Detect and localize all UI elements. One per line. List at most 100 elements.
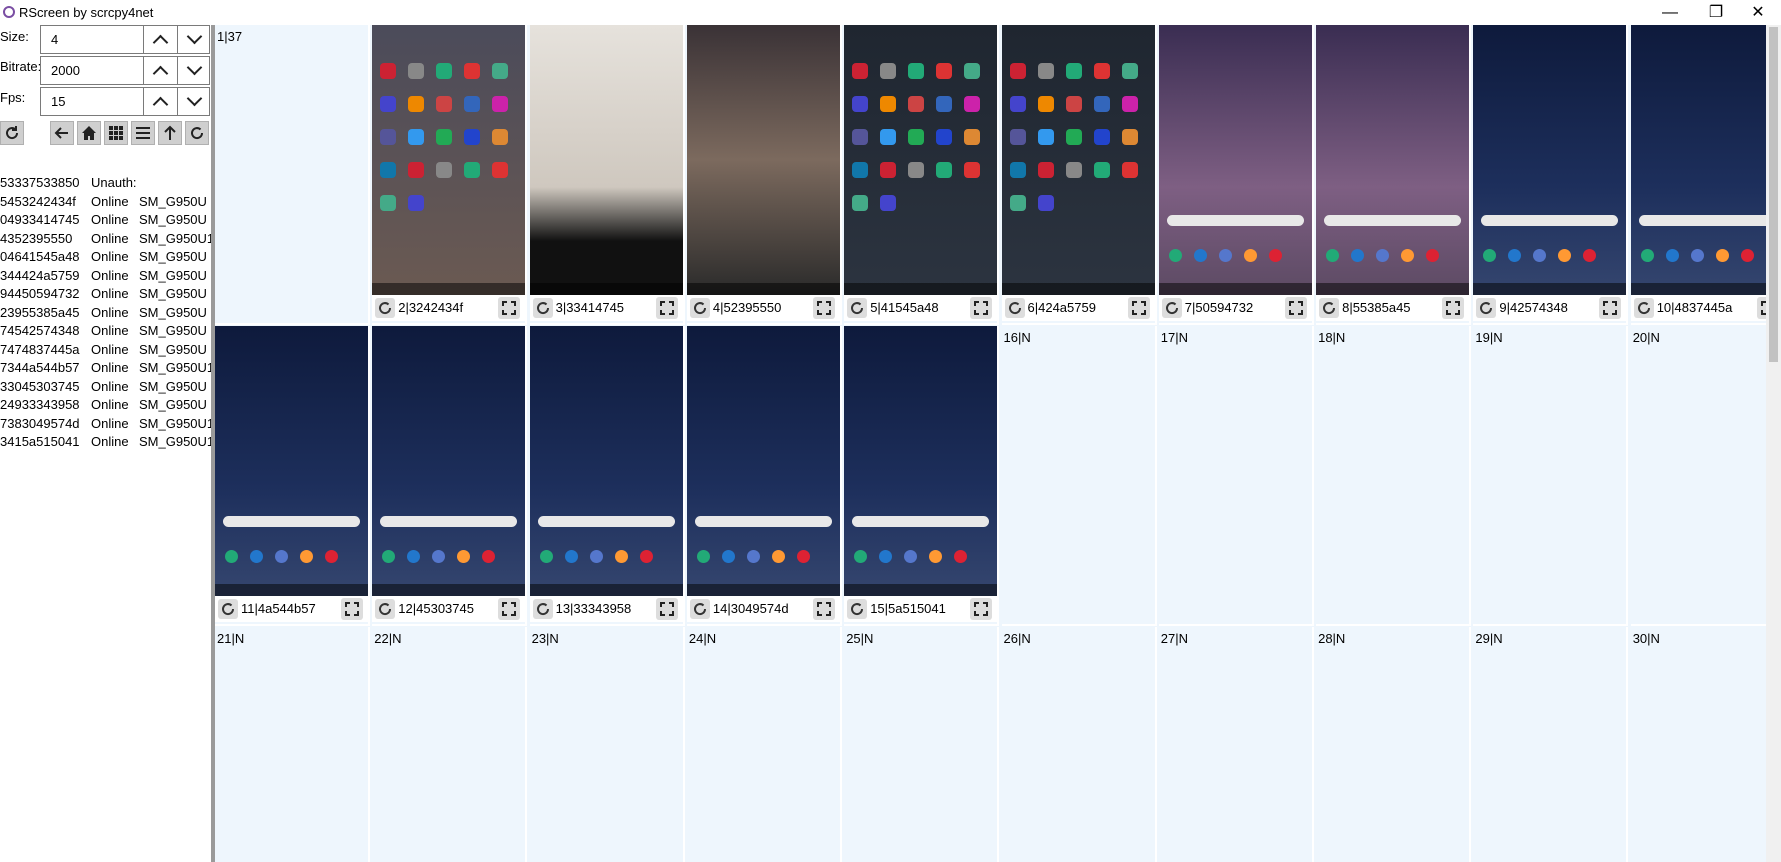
dock-app-icon[interactable] — [1351, 249, 1365, 262]
dock-app-icon[interactable] — [1326, 249, 1340, 262]
fullscreen-icon[interactable] — [341, 598, 363, 620]
device-cell[interactable]: 28|N — [1316, 627, 1472, 862]
bitrate-value[interactable]: 2000 — [51, 63, 80, 78]
rotate-icon[interactable] — [1004, 298, 1025, 318]
dock-app-icon[interactable] — [1268, 249, 1282, 262]
fullscreen-icon[interactable] — [812, 297, 835, 319]
app-icon[interactable] — [464, 96, 481, 112]
app-icon[interactable] — [964, 162, 981, 178]
app-icon[interactable] — [964, 129, 981, 145]
device-row[interactable]: 24933343958 Online SM_G950U — [0, 397, 211, 415]
app-icon[interactable] — [1037, 63, 1054, 79]
app-icon[interactable] — [880, 195, 897, 211]
search-bar[interactable] — [1638, 215, 1766, 226]
device-cell[interactable]: 22|N — [372, 627, 528, 862]
device-cell[interactable]: 7|50594732 — [1158, 25, 1314, 325]
app-icon[interactable] — [908, 129, 925, 145]
app-icon[interactable] — [852, 162, 869, 178]
fullscreen-icon[interactable] — [655, 297, 678, 319]
rotate-icon[interactable] — [1633, 298, 1654, 318]
dock-app-icon[interactable] — [1508, 249, 1522, 262]
rotate-icon[interactable] — [375, 599, 396, 619]
device-row[interactable]: 7383049574d Online SM_G950U1 — [0, 416, 211, 434]
dock-app-icon[interactable] — [1193, 249, 1207, 262]
device-cell[interactable]: 15|5a515041 — [844, 326, 1000, 626]
device-row[interactable]: 04933414745 Online SM_G950U — [0, 212, 211, 230]
app-icon[interactable] — [464, 63, 481, 79]
fps-down-button[interactable] — [177, 88, 211, 115]
rotate-icon[interactable] — [532, 298, 553, 318]
grid-scrollbar[interactable] — [1766, 25, 1781, 862]
dock-app-icon[interactable] — [1640, 249, 1654, 262]
device-cell[interactable]: 14|3049574d — [686, 326, 842, 626]
dock-app-icon[interactable] — [1401, 249, 1415, 262]
rotate-icon[interactable] — [375, 298, 396, 318]
panel-splitter[interactable] — [211, 25, 215, 862]
app-icon[interactable] — [1037, 195, 1054, 211]
dock-app-icon[interactable] — [539, 550, 553, 563]
device-cell[interactable]: 17|N — [1158, 326, 1314, 626]
device-screen[interactable] — [1158, 25, 1312, 295]
dock-app-icon[interactable] — [432, 550, 446, 563]
app-icon[interactable] — [408, 195, 425, 211]
rotate-icon[interactable] — [1161, 298, 1182, 318]
dock-app-icon[interactable] — [721, 550, 735, 563]
device-screen[interactable] — [1316, 25, 1470, 295]
device-row[interactable]: 74542574348 Online SM_G950U — [0, 323, 211, 341]
fullscreen-icon[interactable] — [1442, 297, 1465, 319]
device-screen[interactable] — [1630, 25, 1766, 295]
rotate-icon[interactable] — [847, 599, 868, 619]
device-screen[interactable] — [844, 25, 998, 295]
rotate-icon[interactable] — [847, 298, 868, 318]
app-icon[interactable] — [1065, 129, 1082, 145]
device-cell[interactable]: 2|3242434f — [372, 25, 528, 325]
app-icon[interactable] — [436, 129, 453, 145]
fullscreen-icon[interactable] — [1127, 297, 1150, 319]
device-row[interactable]: 5453242434f Online SM_G950U — [0, 194, 211, 212]
dock-app-icon[interactable] — [1168, 249, 1182, 262]
size-down-button[interactable] — [177, 26, 211, 53]
app-icon[interactable] — [1121, 63, 1138, 79]
app-icon[interactable] — [408, 129, 425, 145]
dock-app-icon[interactable] — [407, 550, 421, 563]
search-bar[interactable] — [1481, 215, 1619, 226]
fullscreen-icon[interactable] — [1599, 297, 1622, 319]
dock-app-icon[interactable] — [382, 550, 396, 563]
app-icon[interactable] — [964, 96, 981, 112]
device-screen[interactable] — [529, 25, 683, 295]
app-icon[interactable] — [436, 63, 453, 79]
dock-app-icon[interactable] — [796, 550, 810, 563]
app-icon[interactable] — [1037, 162, 1054, 178]
app-icon[interactable] — [492, 129, 509, 145]
fullscreen-icon[interactable] — [1284, 297, 1307, 319]
app-icon[interactable] — [492, 63, 509, 79]
minimize-button[interactable]: — — [1662, 4, 1678, 21]
size-stepper[interactable]: 4 — [40, 25, 210, 54]
device-cell[interactable]: 23|N — [530, 627, 685, 862]
dock-app-icon[interactable] — [954, 550, 968, 563]
menu-button[interactable] — [131, 121, 155, 145]
app-icon[interactable] — [380, 96, 397, 112]
app-icon[interactable] — [936, 129, 953, 145]
size-value[interactable]: 4 — [51, 32, 59, 47]
dock-app-icon[interactable] — [225, 550, 238, 563]
app-icon[interactable] — [908, 162, 925, 178]
app-icon[interactable] — [852, 63, 869, 79]
app-icon[interactable] — [1121, 96, 1138, 112]
dock-app-icon[interactable] — [1558, 249, 1572, 262]
search-bar[interactable] — [223, 516, 360, 527]
fullscreen-icon[interactable] — [970, 297, 993, 319]
app-icon[interactable] — [880, 96, 897, 112]
device-cell[interactable]: 5|41545a48 — [844, 25, 1000, 325]
device-cell[interactable]: 27|N — [1159, 627, 1314, 862]
fullscreen-icon[interactable] — [1756, 297, 1766, 319]
app-icon[interactable] — [880, 162, 897, 178]
rotate-button[interactable] — [185, 121, 209, 145]
device-row[interactable]: 33045303745 Online SM_G950U — [0, 379, 211, 397]
app-icon[interactable] — [1093, 162, 1110, 178]
dock-app-icon[interactable] — [1426, 249, 1440, 262]
close-button[interactable]: ✕ — [1751, 4, 1765, 21]
device-cell[interactable]: 19|N — [1473, 326, 1629, 626]
home-button[interactable] — [77, 121, 101, 145]
app-icon[interactable] — [380, 129, 397, 145]
